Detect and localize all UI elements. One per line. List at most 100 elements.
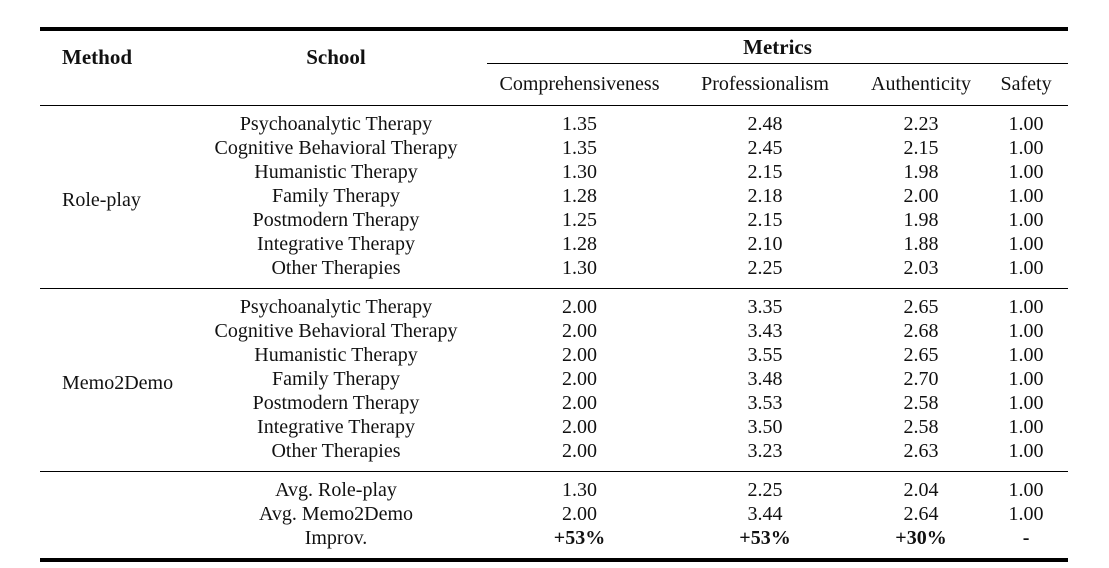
school-cell: Psychoanalytic Therapy	[239, 113, 433, 135]
table-row: Humanistic Therapy 2.00 3.55 2.65 1.00	[40, 343, 1068, 367]
metric-value-cell: 1.00	[1008, 209, 1044, 231]
metric-value-cell: 1.00	[1008, 344, 1044, 366]
metric-value-cell: 2.63	[903, 440, 939, 462]
summary-value-cell: 2.25	[747, 479, 783, 501]
table-row: Family Therapy 1.28 2.18 2.00 1.00	[40, 184, 1068, 208]
summary-value-cell: 1.00	[1008, 479, 1044, 501]
metric-value-cell: 3.53	[747, 392, 783, 414]
group-summary: Avg. Role-play 1.30 2.25 2.04 1.00 Avg. Memo2…	[40, 471, 1069, 561]
metric-value-cell: 1.28	[562, 185, 597, 207]
summary-label-cell: Avg. Memo2Demo	[258, 503, 414, 525]
column-header-safety: Safety	[984, 63, 1069, 106]
table-row: Integrative Therapy 1.28 2.10 1.88 1.00	[40, 232, 1068, 256]
table-row: Cognitive Behavioral Therapy 1.35 2.45 2.15…	[40, 136, 1068, 160]
summary-value-cell: +53%	[553, 527, 606, 549]
group-role-play: Role-play Psychoanalytic Therapy 1.35 2.48 2…	[40, 106, 1068, 289]
metric-value-cell: 2.15	[747, 161, 783, 183]
summary-value-cell: +53%	[739, 527, 791, 549]
column-header-professionalism: Professionalism	[672, 63, 858, 106]
metric-value-cell: 2.00	[562, 416, 597, 438]
table-row: Integrative Therapy 2.00 3.50 2.58 1.00	[40, 415, 1068, 439]
metric-value-cell: 1.98	[903, 161, 939, 183]
school-cell: Psychoanalytic Therapy	[239, 296, 433, 318]
metric-value-cell: 1.98	[903, 209, 939, 231]
metric-value-cell: 2.10	[747, 233, 783, 255]
table-row: Memo2Demo Psychoanalytic Therapy 2.00 3.35 2…	[40, 289, 1068, 394]
summary-value-cell: 2.00	[562, 503, 597, 525]
summary-value-cell: 1.00	[1008, 503, 1044, 525]
school-cell: Family Therapy	[272, 368, 400, 390]
results-table: Method School Metrics Comprehensiveness …	[40, 27, 1069, 562]
summary-row: Improv. +53% +53% +30% -	[40, 526, 1068, 560]
metric-value-cell: 2.03	[903, 257, 939, 279]
table-row: Role-play Psychoanalytic Therapy 1.35 2.48 2…	[40, 106, 1068, 211]
school-cell: Humanistic Therapy	[254, 161, 418, 183]
metric-value-cell: 1.00	[1008, 368, 1044, 390]
metric-value-cell: 3.35	[747, 296, 783, 318]
header-row-top: Method School Metrics	[40, 29, 1069, 106]
metric-value-cell: 3.48	[747, 368, 783, 390]
metric-value-cell: 2.65	[903, 296, 939, 318]
metric-value-cell: 1.00	[1008, 185, 1044, 207]
summary-value-cell: 1.30	[562, 479, 597, 501]
table-row: Cognitive Behavioral Therapy 2.00 3.43 2.68…	[40, 319, 1068, 343]
metric-value-cell: 1.00	[1008, 257, 1044, 279]
summary-label-cell: Avg. Role-play	[275, 479, 397, 501]
table-row: Postmodern Therapy 2.00 3.53 2.58 1.00	[40, 391, 1068, 415]
header-row-metrics: Comprehensiveness Professionalism Authen…	[40, 63, 1069, 106]
metric-value-cell: 2.58	[903, 392, 939, 414]
metric-value-cell: 1.35	[562, 137, 597, 159]
metric-value-cell: 2.65	[903, 344, 939, 366]
metric-value-cell: 3.50	[747, 416, 783, 438]
metric-value-cell: 2.00	[903, 185, 939, 207]
metric-value-cell: 2.58	[903, 416, 939, 438]
method-cell-empty	[40, 472, 185, 561]
metric-value-cell: 1.35	[562, 113, 597, 135]
metric-value-cell: 2.23	[903, 113, 939, 135]
metric-value-cell: 3.23	[747, 440, 783, 462]
table-row: Family Therapy 2.00 3.48 2.70 1.00	[40, 367, 1068, 391]
metric-value-cell: 2.00	[562, 344, 597, 366]
metric-value-cell: 1.28	[562, 233, 597, 255]
summary-value-cell: 3.44	[747, 503, 783, 525]
column-header-authenticity: Authenticity	[858, 63, 984, 106]
table-row: Postmodern Therapy 1.25 2.15 1.98 1.00	[40, 208, 1068, 232]
metric-value-cell: 1.00	[1008, 296, 1044, 318]
column-header-comprehensiveness: Comprehensiveness	[487, 63, 672, 106]
school-cell: Integrative Therapy	[257, 233, 415, 255]
summary-value-cell: -	[1022, 527, 1030, 549]
school-cell: Postmodern Therapy	[252, 392, 420, 414]
metric-value-cell: 1.00	[1008, 440, 1044, 462]
table-header: Method School Metrics Comprehensiveness …	[40, 29, 1069, 106]
metric-value-cell: 1.00	[1008, 320, 1044, 342]
school-cell: Cognitive Behavioral Therapy	[214, 320, 458, 342]
metric-value-cell: 1.00	[1008, 392, 1044, 414]
metric-value-cell: 1.00	[1008, 113, 1044, 135]
metric-value-cell: 2.15	[747, 209, 783, 231]
metric-value-cell: 1.00	[1008, 137, 1044, 159]
metric-value-cell: 1.30	[562, 257, 597, 279]
column-header-school: School	[185, 29, 487, 106]
school-cell: Other Therapies	[271, 440, 401, 462]
column-header-method: Method	[40, 29, 185, 106]
metric-value-cell: 1.30	[562, 161, 597, 183]
metric-value-cell: 1.25	[562, 209, 597, 231]
metric-value-cell: 1.00	[1008, 416, 1044, 438]
metric-value-cell: 2.68	[903, 320, 939, 342]
metric-value-cell: 2.18	[747, 185, 783, 207]
metric-value-cell: 2.45	[747, 137, 783, 159]
school-cell: Postmodern Therapy	[252, 209, 420, 231]
metric-value-cell: 1.00	[1008, 161, 1044, 183]
method-cell: Role-play	[62, 189, 141, 211]
metric-value-cell: 3.55	[747, 344, 783, 366]
column-group-header-metrics: Metrics	[487, 29, 1069, 64]
metric-value-cell: 2.25	[747, 257, 783, 279]
metric-value-cell: 2.00	[562, 368, 597, 390]
metric-value-cell: 2.15	[903, 137, 939, 159]
table-row: Other Therapies 1.30 2.25 2.03 1.00	[40, 256, 1068, 289]
school-cell: Other Therapies	[271, 257, 401, 279]
table-row: Humanistic Therapy 1.30 2.15 1.98 1.00	[40, 160, 1068, 184]
school-cell: Family Therapy	[272, 185, 400, 207]
school-cell: Integrative Therapy	[257, 416, 415, 438]
